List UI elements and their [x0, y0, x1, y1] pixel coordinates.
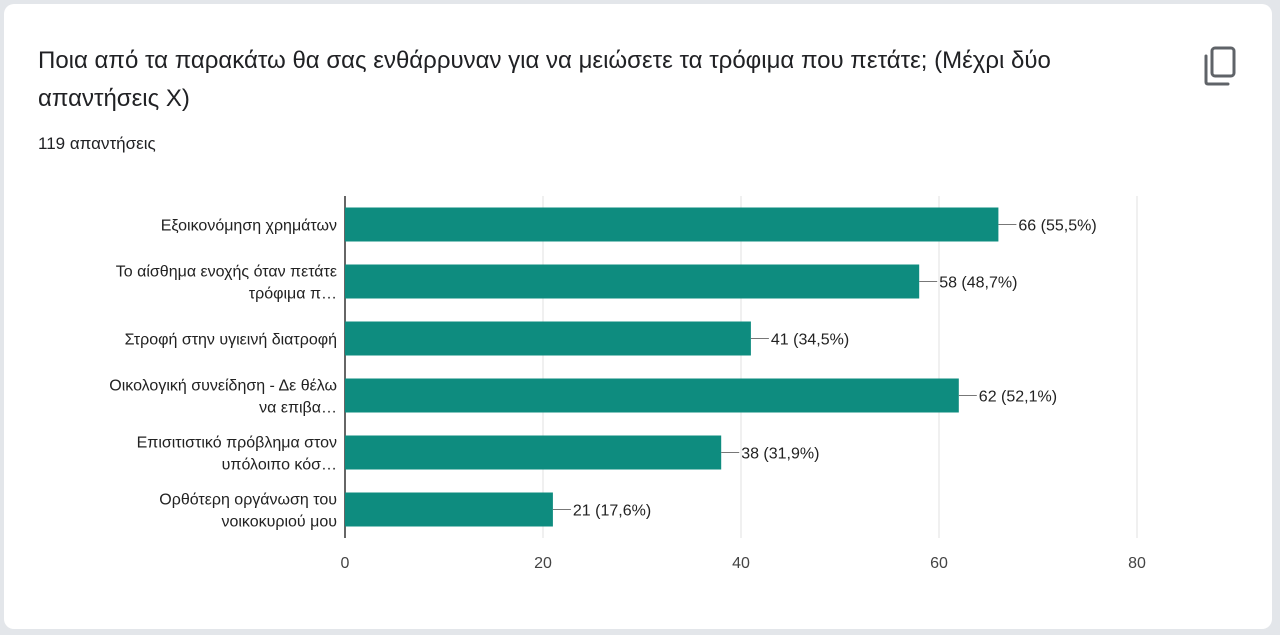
value-label: 66 (55,5%) [1018, 218, 1096, 235]
bar [345, 435, 722, 470]
bar [345, 264, 920, 299]
bar [345, 207, 999, 242]
category-label: Οικολογική συνείδηση - Δε θέλω [109, 378, 337, 395]
value-label: 38 (31,9%) [741, 446, 819, 463]
category-label: Ορθότερη οργάνωση του [159, 492, 337, 509]
category-label: νοικοκυριού μου [221, 514, 337, 531]
category-label: Το αίσθημα ενοχής όταν πετάτε [116, 264, 337, 281]
bar [345, 378, 959, 413]
bar [345, 492, 553, 527]
x-tick-label: 40 [732, 555, 750, 572]
response-count: 119 απαντήσεις [38, 134, 156, 153]
x-tick-label: 60 [930, 555, 948, 572]
category-label: υπόλοιπο κόσ… [222, 457, 337, 474]
category-label: τρόφιμα π… [249, 286, 337, 303]
value-label: 41 (34,5%) [771, 332, 849, 349]
copy-icon[interactable] [1200, 44, 1240, 88]
category-label: να επιβα… [259, 400, 337, 417]
x-tick-label: 80 [1128, 555, 1146, 572]
chart-card: Ποια από τα παρακάτω θα σας ενθάρρυναν γ… [4, 4, 1272, 629]
category-label: Επισιτιστικό πρόβλημα στον [137, 435, 337, 452]
x-tick-label: 0 [341, 555, 350, 572]
value-label: 62 (52,1%) [979, 389, 1057, 406]
x-tick-label: 20 [534, 555, 552, 572]
value-label: 58 (48,7%) [939, 275, 1017, 292]
value-label: 21 (17,6%) [573, 503, 651, 520]
question-title: Ποια από τα παρακάτω θα σας ενθάρρυναν γ… [38, 47, 1051, 112]
bar [345, 321, 751, 356]
category-label: Εξοικονόμηση χρημάτων [161, 218, 337, 235]
category-label: Στροφή στην υγιεινή διατροφή [125, 332, 337, 349]
